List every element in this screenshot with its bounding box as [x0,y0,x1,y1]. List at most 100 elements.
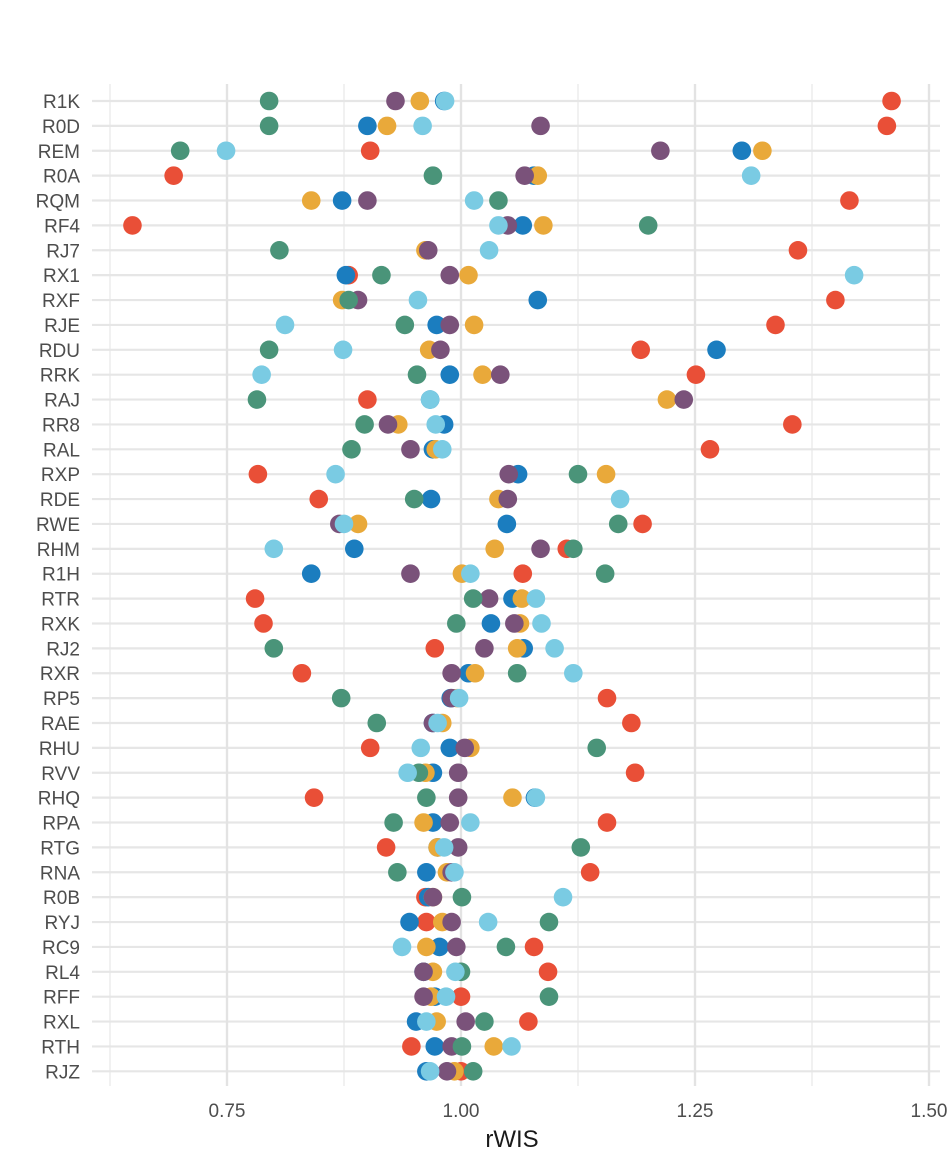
x-tick-label: 1.25 [677,1101,714,1122]
data-point [423,166,443,185]
data-point [448,788,468,807]
data-point [700,440,720,459]
data-point [442,663,461,683]
y-tick-label: RWE [36,515,80,536]
data-point [788,240,808,260]
y-tick-label: RYJ [44,913,80,934]
data-point [446,962,465,982]
data-point [442,912,461,932]
y-tick-label: R1K [43,92,80,113]
data-point [657,390,677,409]
data-point [411,738,431,758]
y-tick-label: RNA [40,863,80,884]
data-point [384,813,403,832]
data-point [622,713,641,733]
data-point [425,639,445,658]
x-tick-label: 1.50 [911,1101,948,1122]
y-tick-label: RAE [41,714,80,735]
y-tick-label: RXK [41,614,80,635]
y-axis-tick-labels: R1K R0D REM R0A RQM RF4 RJ7 RX1 RXF RJE RDU RRK RAJ R… [36,92,81,1083]
data-point [336,265,356,285]
data-point [360,738,380,758]
data-point [358,191,377,210]
y-tick-label: RXF [42,291,80,312]
data-point [423,887,443,907]
data-point [407,365,427,384]
data-point [475,1012,494,1031]
data-point [491,365,510,384]
data-point [532,614,551,633]
data-point [264,639,284,658]
data-point [440,315,460,335]
data-point [513,216,533,235]
data-point [497,514,517,534]
data-point [553,887,573,907]
data-point [753,141,772,161]
data-point [248,464,268,484]
data-point [741,166,761,185]
data-point [170,141,190,161]
data-point [633,514,652,534]
data-point [259,116,279,136]
data-point [428,713,447,733]
data-point [123,216,142,235]
data-point [392,937,412,957]
y-tick-label: RVV [41,764,80,785]
data-point [481,614,501,633]
data-point [608,514,628,534]
y-tick-label: R1H [42,565,80,586]
major-gridlines [92,84,940,1086]
data-point [539,987,559,1006]
data-point [426,415,446,434]
data-point [479,240,499,260]
data-point [455,738,475,758]
data-point [507,639,527,658]
data-point [478,912,498,932]
data-point [539,912,559,932]
data-point [301,191,321,210]
data-point [766,315,785,335]
data-point [440,265,460,285]
y-tick-label: RHM [37,540,80,561]
data-point [427,315,446,335]
data-point [631,340,651,360]
y-tick-label: RP5 [43,689,80,710]
data-point [377,116,397,136]
y-tick-label: RL4 [45,963,80,984]
data-point [410,91,430,111]
data-point [386,91,405,111]
data-point [400,912,419,932]
data-point [448,763,468,783]
data-point [334,514,354,534]
data-point [367,713,387,733]
data-point [844,265,864,285]
data-point [447,614,466,633]
data-point [513,564,533,584]
y-tick-label: RQM [36,192,80,213]
data-point [417,1012,436,1031]
data-point [464,315,484,335]
y-tick-label: RHU [39,739,80,760]
data-point [461,564,480,584]
y-tick-label: RFF [43,988,80,1009]
data-point [332,191,352,210]
data-point [568,464,588,484]
data-point [638,216,658,235]
x-axis-title: rWIS [485,1126,538,1151]
y-tick-label: RF4 [44,216,80,237]
x-tick-label: 0.75 [209,1101,246,1122]
y-tick-label: R0B [43,888,80,909]
data-point [512,589,532,608]
data-point [445,862,464,882]
data-point [498,489,518,509]
data-point [463,1062,483,1081]
y-tick-label: RX1 [43,266,80,287]
y-tick-label: RR8 [42,415,80,436]
data-point [489,191,508,210]
data-point [877,116,897,136]
data-point [388,862,407,882]
data-point [447,937,466,957]
y-tick-label: RJZ [45,1062,80,1083]
data-point [515,166,534,185]
